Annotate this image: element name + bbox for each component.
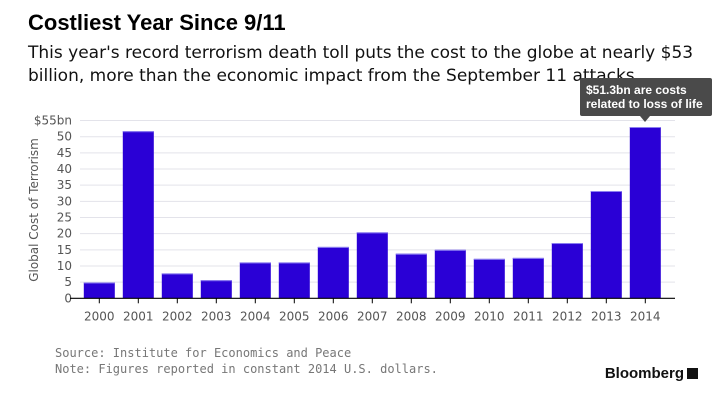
bar-2014 xyxy=(629,127,661,299)
y-tick-label: 45 xyxy=(57,146,72,160)
x-tick-label: 2005 xyxy=(279,309,310,323)
x-tick-label: 2007 xyxy=(357,309,388,323)
bar-top-highlight xyxy=(629,127,661,129)
bar-top-highlight xyxy=(317,246,349,248)
x-tick-label: 2009 xyxy=(435,309,466,323)
logo-text: Bloomberg xyxy=(604,365,684,382)
y-tick-label: 30 xyxy=(57,194,72,208)
bar-top-highlight xyxy=(200,280,232,282)
bloomberg-logo: Bloomberg xyxy=(605,365,698,382)
x-tick-label: 2008 xyxy=(396,309,427,323)
bar-2003 xyxy=(200,280,232,299)
y-tick-label: $55bn xyxy=(34,114,72,128)
bar-2004 xyxy=(239,262,271,299)
chart-subtitle: This year's record terrorism death toll … xyxy=(28,43,694,86)
bar-2001 xyxy=(122,131,154,299)
y-tick-label: 0 xyxy=(64,291,72,305)
y-tick-label: 15 xyxy=(57,243,72,257)
x-tick-label: 2006 xyxy=(318,309,349,323)
y-tick-label: 35 xyxy=(57,178,72,192)
bar-top-highlight xyxy=(590,190,622,192)
bar-top-highlight xyxy=(239,262,271,264)
x-tick-label: 2004 xyxy=(240,309,271,323)
bar-2013 xyxy=(590,190,622,299)
x-tick-label: 2002 xyxy=(162,309,193,323)
y-tick-label: 50 xyxy=(57,130,72,144)
bar-top-highlight xyxy=(122,131,154,133)
bar-top-highlight xyxy=(551,243,583,245)
y-tick-label: 5 xyxy=(64,275,72,289)
bar-2009 xyxy=(434,249,466,299)
bar-top-highlight xyxy=(512,257,544,259)
y-tick-label: 40 xyxy=(57,162,72,176)
x-tick-label: 2012 xyxy=(552,309,583,323)
bar-top-highlight xyxy=(434,249,466,251)
annotation-text: $51.3bn are costs related to loss of lif… xyxy=(586,83,703,111)
bar-top-highlight xyxy=(473,258,505,260)
bar-2012 xyxy=(551,243,583,299)
x-tick-label: 2001 xyxy=(123,309,154,323)
x-tick-label: 2013 xyxy=(591,309,622,323)
source-note: Source: Institute for Economics and Peac… xyxy=(55,346,352,360)
bar-2002 xyxy=(161,273,193,299)
bar-2008 xyxy=(395,253,427,299)
y-tick-label: 10 xyxy=(57,259,72,273)
annotation-callout: $51.3bn are costs related to loss of lif… xyxy=(580,78,712,122)
bar-2011 xyxy=(512,257,544,299)
bar-top-highlight xyxy=(161,273,193,275)
chart-title: Costliest Year Since 9/11 xyxy=(28,10,286,35)
bar-top-highlight xyxy=(356,232,388,234)
bar-2005 xyxy=(278,262,310,299)
y-tick-label: 25 xyxy=(57,211,72,225)
bar-top-highlight xyxy=(395,253,427,255)
bar-2007 xyxy=(356,232,388,299)
x-tick-label: 2000 xyxy=(84,309,115,323)
bar-top-highlight xyxy=(278,262,310,264)
footnote: Note: Figures reported in constant 2014 … xyxy=(55,362,438,376)
bar-2010 xyxy=(473,258,505,299)
y-tick-label: 20 xyxy=(57,227,72,241)
x-tick-label: 2014 xyxy=(630,309,661,323)
x-tick-label: 2003 xyxy=(201,309,232,323)
bar-top-highlight xyxy=(83,282,115,284)
logo-mark-icon xyxy=(687,368,698,379)
bar-2000 xyxy=(83,282,115,299)
bar-2006 xyxy=(317,246,349,299)
x-tick-label: 2011 xyxy=(513,309,544,323)
y-axis-label: Global Cost of Terrorism xyxy=(27,138,41,282)
x-tick-label: 2010 xyxy=(474,309,505,323)
